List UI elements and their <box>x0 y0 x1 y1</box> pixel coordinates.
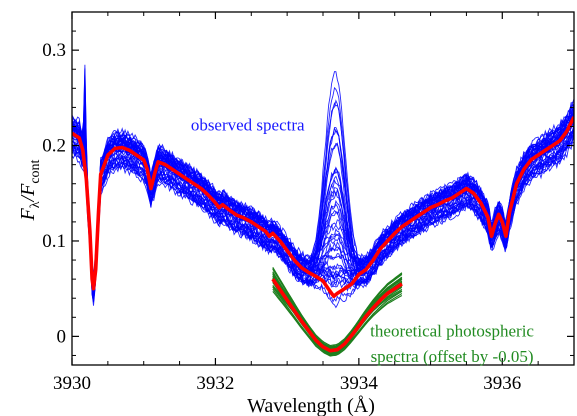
axis-tick-labels: 3930 3932 3934 3936 0 0.1 0.2 0.3 <box>42 40 521 394</box>
y-axis-label-main-sub: λ <box>28 201 43 208</box>
y-tick-label: 0.1 <box>42 231 66 252</box>
observed-spectrum-line <box>72 102 574 279</box>
y-axis-label: Fλ/Fcont <box>17 159 43 221</box>
y-tick-label: 0 <box>57 326 67 347</box>
x-tick-label: 3934 <box>340 373 379 394</box>
y-tick-label: 0.2 <box>42 136 66 157</box>
x-tick-label: 3932 <box>196 373 234 394</box>
x-tick-label: 3930 <box>53 373 91 394</box>
observed-spectrum-line <box>72 84 574 299</box>
photospheric-spectrum-line <box>272 271 403 354</box>
photospheric-mean-line <box>271 278 403 353</box>
annotation-text: observed spectra <box>191 115 305 134</box>
axis-ticks <box>71 11 575 365</box>
mean-series-layer <box>72 116 574 353</box>
y-axis-label-sep-sub: cont <box>28 159 43 183</box>
x-tick-label: 3936 <box>483 373 521 394</box>
y-axis-label-sep: /F <box>17 183 39 203</box>
x-axis-label: Wavelength (Å) <box>247 395 375 416</box>
observed-mean-line <box>72 116 574 299</box>
y-tick-label: 0.3 <box>42 40 66 61</box>
photospheric-spectrum-line <box>272 286 403 357</box>
y-axis-label-main: F <box>17 207 39 221</box>
observed-spectra-ensemble <box>72 64 574 309</box>
annotation-text: spectra (offset by -0.05) <box>371 347 534 366</box>
annotation-text: theoretical photospheric <box>370 321 534 340</box>
chart-annotations: observed spectra theoretical photospheric… <box>191 115 535 366</box>
observed-spectrum-line <box>72 128 574 303</box>
